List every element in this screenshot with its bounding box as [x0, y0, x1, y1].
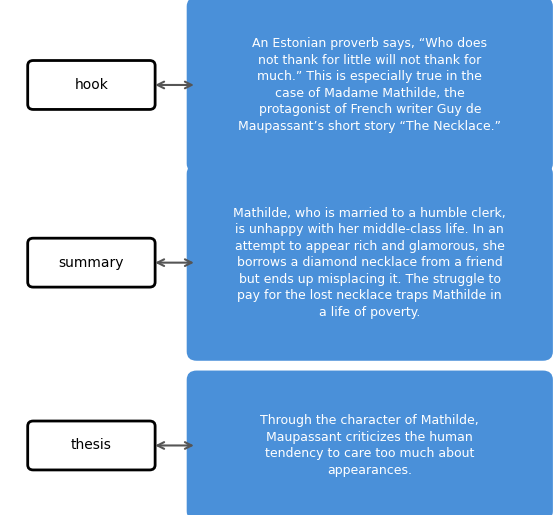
FancyBboxPatch shape [187, 0, 553, 173]
FancyBboxPatch shape [28, 61, 155, 110]
FancyBboxPatch shape [187, 371, 553, 515]
Text: Through the character of Mathilde,
Maupassant criticizes the human
tendency to c: Through the character of Mathilde, Maupa… [260, 414, 479, 477]
Text: hook: hook [74, 78, 109, 92]
Text: thesis: thesis [71, 438, 112, 453]
FancyBboxPatch shape [28, 421, 155, 470]
Text: summary: summary [59, 255, 124, 270]
FancyBboxPatch shape [28, 238, 155, 287]
Text: An Estonian proverb says, “Who does
not thank for little will not thank for
much: An Estonian proverb says, “Who does not … [238, 37, 501, 133]
FancyBboxPatch shape [187, 165, 553, 360]
Text: Mathilde, who is married to a humble clerk,
is unhappy with her middle-class lif: Mathilde, who is married to a humble cle… [233, 207, 506, 319]
